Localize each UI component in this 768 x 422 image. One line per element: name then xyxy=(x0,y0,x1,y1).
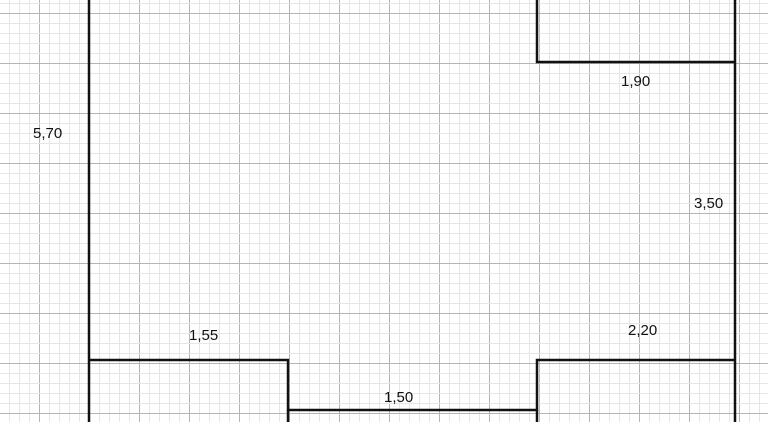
dimension-left-height: 5,70 xyxy=(33,125,62,142)
dimension-bottom-right-width: 2,20 xyxy=(628,322,657,339)
dimension-right-height: 3,50 xyxy=(694,195,723,212)
dimension-top-right-width: 1,90 xyxy=(621,73,650,90)
dimension-bottom-middle-width: 1,50 xyxy=(384,389,413,406)
dimension-bottom-left-width: 1,55 xyxy=(189,327,218,344)
wall-top-right-notch xyxy=(535,0,735,64)
wall-bottom-left xyxy=(89,358,735,412)
walls xyxy=(87,0,737,422)
